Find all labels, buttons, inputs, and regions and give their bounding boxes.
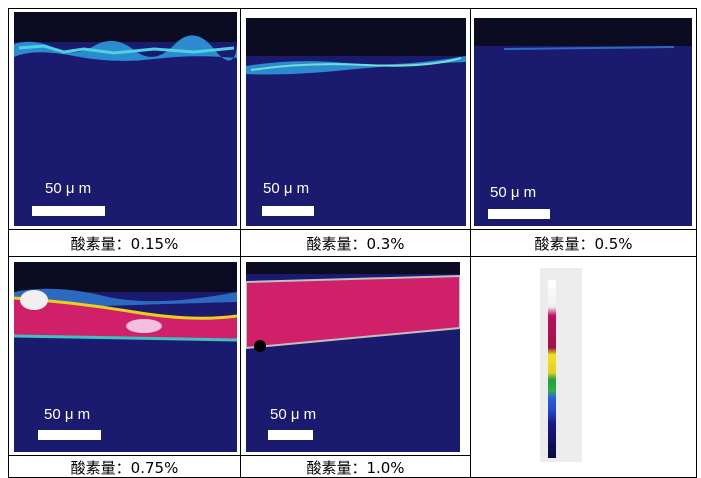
border [8,256,697,257]
figure: 50 μ m 50 μ m 50 μ m 50 μ m 50 μ m [0,0,701,478]
micrograph [246,262,460,452]
caption: 酸素量：0.75% [9,457,240,478]
scale-bar [488,209,550,219]
color-bar [540,268,582,462]
scale-bar [268,430,313,440]
caption: 酸素量：0.3% [241,233,470,254]
border [8,8,697,9]
caption: 酸素量：0.5% [471,233,696,254]
scale-label: 50 μ m [44,406,90,423]
scale-bar [38,430,101,440]
border [8,455,470,456]
scale-label: 50 μ m [270,406,316,423]
scale-bar [32,206,105,216]
border [696,8,697,478]
scale-bar [262,206,314,216]
micrograph [14,262,237,452]
border [8,229,697,230]
scale-label: 50 μ m [263,180,309,197]
scale-label: 50 μ m [45,180,91,197]
caption: 酸素量：1.0% [241,457,470,478]
scale-label: 50 μ m [490,184,536,201]
caption: 酸素量：0.15% [9,233,240,254]
